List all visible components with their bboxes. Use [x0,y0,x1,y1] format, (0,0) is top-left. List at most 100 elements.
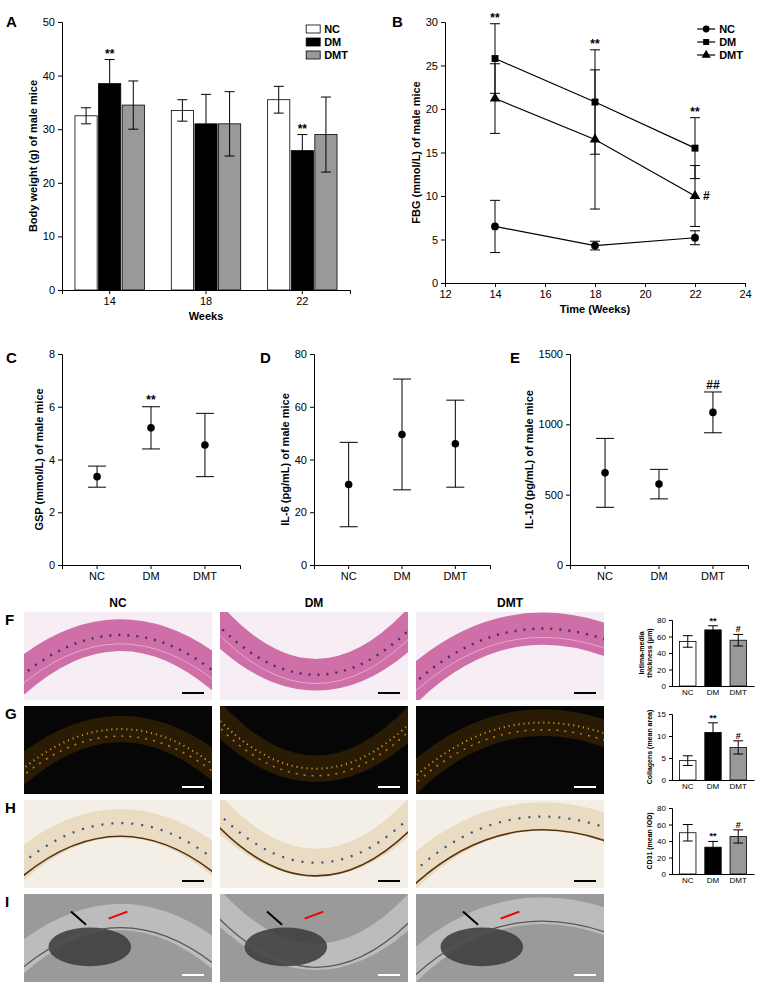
error-bar-stem [109,60,110,108]
tick-mark [58,183,62,184]
error-bar-stem [133,81,134,129]
scale-bar [574,692,596,694]
error-bar-cap [704,432,722,433]
axis-line [446,284,746,288]
error-bar [683,636,693,648]
column-label: DMT [497,596,524,610]
tick-label: 14 [104,295,116,307]
tick-label: 80 [657,616,666,625]
tissue-nuclei [24,635,212,682]
axis-title: Body weight (g) of male mice [27,80,39,232]
y-tick: 40 [657,649,672,658]
error-bar [590,241,600,250]
error-bar-stem [738,741,739,754]
tissue-fibers [416,637,604,700]
marker [452,440,460,448]
tick-label: 0 [662,682,667,691]
tick-mark [712,565,713,569]
y-tick: 80 [295,348,314,360]
error-bar-cap [446,400,464,401]
tick-label: 12 [439,288,451,300]
marker [655,480,663,488]
tissue-fibers [220,625,408,683]
cell [48,927,131,966]
error-bar-cap [690,165,700,166]
tick-label: 15 [657,710,666,719]
axis-line [669,715,673,781]
axis-title: CD31 (mean IOD) [646,812,654,869]
error-bar-stem [713,723,714,742]
annotation: ** [590,37,600,51]
plot-area [88,407,214,487]
error-bar [650,469,668,499]
tick-mark [669,686,672,687]
tick-mark [206,290,207,294]
dot-chart: 02468NCDMDMTGSP (mmol/L) of male mice** [33,348,240,582]
error-bar-cap [683,635,693,636]
tick-label: 40 [657,837,666,846]
error-bar [128,81,138,129]
x-tick: 20 [639,283,651,300]
x-tick: DM [707,874,720,885]
arrow [305,912,324,919]
axis: 141822 [63,290,351,307]
legend-swatch [306,25,320,33]
legend-label: NC [324,23,340,35]
tick-mark [669,736,672,737]
tissue-nuclei [416,629,604,692]
endothelium [24,836,212,883]
marker [93,473,101,481]
error-bar-cap [590,209,600,210]
error-bar [274,86,284,113]
axis: 01020304050 [43,16,63,296]
tick-label: 0 [432,277,438,289]
error-bar-cap [708,852,718,853]
axis: NCDMDMT [315,565,491,582]
tick-mark [669,758,672,759]
line-chart: 05101520253012141618202224FBG (mmol/L) o… [410,11,751,315]
y-tick: 2 [49,506,62,518]
tick-label: 10 [426,190,438,202]
tick-mark [441,283,445,284]
scale-bar [574,880,596,882]
y-tick: 40 [657,837,672,846]
micrograph [24,800,212,888]
tick-label: 10 [657,732,666,741]
tick-mark [204,565,205,569]
tick-mark [58,76,62,77]
x-tick: DM [393,565,410,582]
annotation: ** [709,831,717,841]
plot-area [490,24,701,253]
column-label: DM [305,596,324,610]
tick-mark [58,129,62,130]
y-tick: 0 [49,559,62,571]
tick-label: 40 [43,70,55,82]
error-bar-cap [177,99,187,100]
x-tick: NC [341,565,357,582]
tick-mark [566,495,570,496]
tick-label: 4 [49,454,55,466]
error-bar-stem [182,100,183,121]
error-bar-stem [687,636,688,648]
error-bar-stem [738,830,739,843]
error-bar [490,64,500,134]
tick-label: 60 [295,401,307,413]
error-bar-cap [683,824,693,825]
scale-bar [574,974,596,976]
y-tick: 20 [43,177,62,189]
error-bar-cap [196,413,214,414]
tick-mark [445,283,446,287]
x-tick: DM [707,780,720,791]
tick-mark [441,196,445,197]
axis-line [315,566,491,570]
marker [709,409,717,417]
axis: 020406080 [295,348,315,571]
tick-label: 14 [489,288,501,300]
tick-mark [669,670,672,671]
tick-mark [58,236,62,237]
y-tick: 20 [295,506,314,518]
axis-line [63,291,351,295]
legend-marker [702,50,711,58]
bar [730,640,746,686]
error-bar-stem [229,92,230,156]
